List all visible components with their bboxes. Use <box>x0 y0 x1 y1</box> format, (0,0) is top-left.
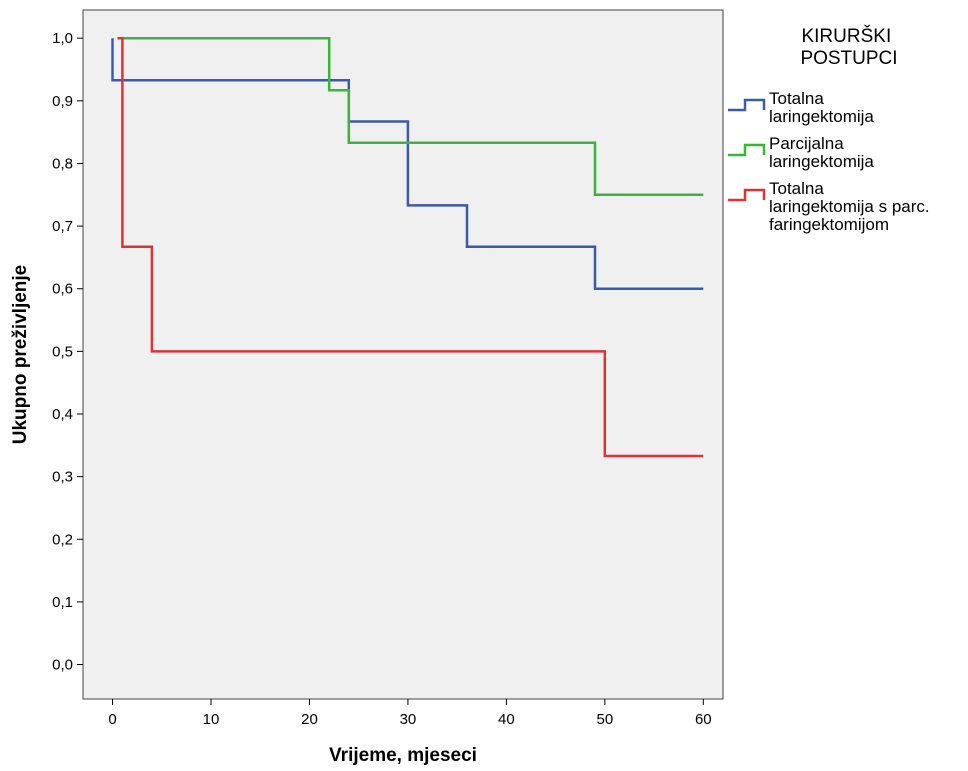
y-tick-label: 0,8 <box>52 155 73 172</box>
legend-item-label: Totalna laringektomija <box>769 89 874 126</box>
y-tick-label: 0,1 <box>52 594 73 611</box>
y-tick-label: 0,0 <box>52 657 73 674</box>
x-axis: 0 10 20 30 40 50 60 <box>108 699 712 728</box>
legend-title: KIRURŠKI POSTUPCI <box>800 25 897 69</box>
x-tick-label: 20 <box>301 711 318 728</box>
survival-curve <box>122 36 704 197</box>
x-axis-title: Vrijeme, mjeseci <box>329 745 477 766</box>
legend-title-line: KIRURŠKI <box>801 25 891 47</box>
legend: KIRURŠKI POSTUPCI Totalna laringektomijaP… <box>728 25 930 234</box>
y-tick-label: 0,9 <box>52 93 73 110</box>
y-tick-label: 0,6 <box>52 281 73 298</box>
x-tick-label: 30 <box>400 711 417 728</box>
legend-swatch <box>728 188 766 202</box>
survival-curves <box>111 36 704 458</box>
x-tick-label: 60 <box>695 711 712 728</box>
y-tick-label: 0,2 <box>52 531 73 548</box>
legend-label-line: Parcijalna <box>769 134 844 153</box>
y-axis: 0,0 0,1 0,2 0,3 0,4 0,5 0,6 0,7 0,8 0,9 1,0 <box>52 30 83 674</box>
legend-swatch <box>728 143 766 157</box>
y-axis-title: Ukupno preživljenje <box>10 265 31 444</box>
y-tick-label: 0,5 <box>52 343 73 360</box>
legend-label-line: Totalna <box>769 89 824 108</box>
legend-label-line: laringektomija <box>769 107 874 126</box>
x-tick-label: 50 <box>597 711 614 728</box>
y-tick-label: 0,3 <box>52 469 73 486</box>
survival-curve <box>117 36 704 458</box>
legend-label-line: Totalna <box>769 179 824 198</box>
legend-title-line: POSTUPCI <box>800 48 897 69</box>
y-tick-label: 0,4 <box>52 406 73 423</box>
legend-item-label: Parcijalna laringektomija <box>769 134 874 171</box>
y-tick-label: 0,7 <box>52 218 73 235</box>
y-tick-label: 1,0 <box>52 30 73 47</box>
legend-swatch <box>728 98 766 112</box>
legend-item-label: Totalna laringektomija s parc. faringektom… <box>769 179 930 234</box>
survival-curve <box>111 38 704 290</box>
legend-label-line: laringektomija s parc. <box>769 197 930 216</box>
legend-label-line: laringektomija <box>769 152 874 171</box>
x-tick-label: 10 <box>203 711 220 728</box>
legend-label-line: faringektomijom <box>769 215 889 234</box>
x-tick-label: 40 <box>498 711 515 728</box>
plot-area <box>82 9 724 700</box>
x-tick-label: 0 <box>108 711 116 728</box>
